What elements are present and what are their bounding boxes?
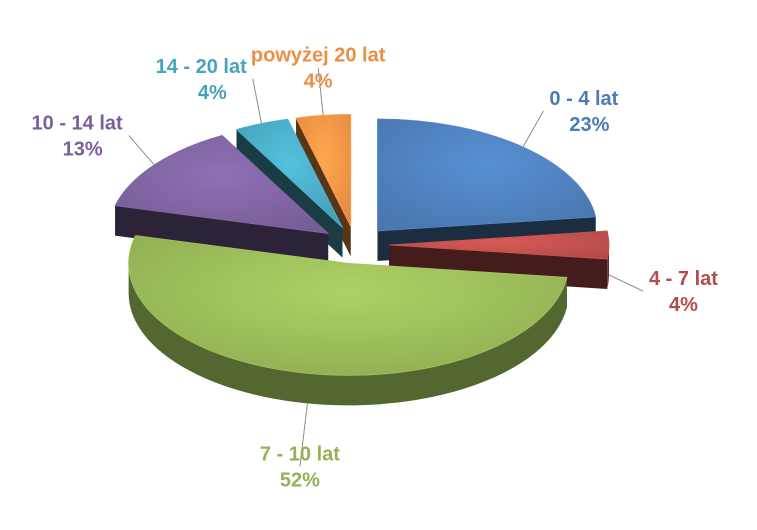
slice-label-5: 14 - 20 lat: [156, 56, 248, 78]
slice-label-2: 4 - 7 lat: [649, 268, 718, 290]
slice-label-4: 10 - 14 lat: [32, 112, 124, 134]
slice-label-3: 7 - 10 lat: [260, 444, 340, 466]
pie-slice-4: [114, 134, 330, 264]
slice-value-5: 4%: [198, 82, 227, 104]
slice-value-1: 23%: [569, 114, 609, 136]
leader-line-4: [128, 135, 155, 166]
slice-value-6: 4%: [304, 71, 333, 93]
pie-slice-3: [128, 235, 568, 406]
slice-value-3: 52%: [280, 470, 320, 492]
slice-label-6: powyżej 20 lat: [251, 45, 386, 67]
leader-line-6: [317, 67, 324, 116]
slice-value-4: 13%: [63, 138, 103, 160]
leader-line-5: [252, 78, 262, 124]
slice-value-2: 4%: [669, 294, 698, 316]
slice-label-1: 0 - 4 lat: [549, 88, 618, 110]
leader-line-1: [522, 110, 544, 148]
leader-line-2: [608, 274, 644, 292]
leader-line-3: [299, 403, 308, 467]
